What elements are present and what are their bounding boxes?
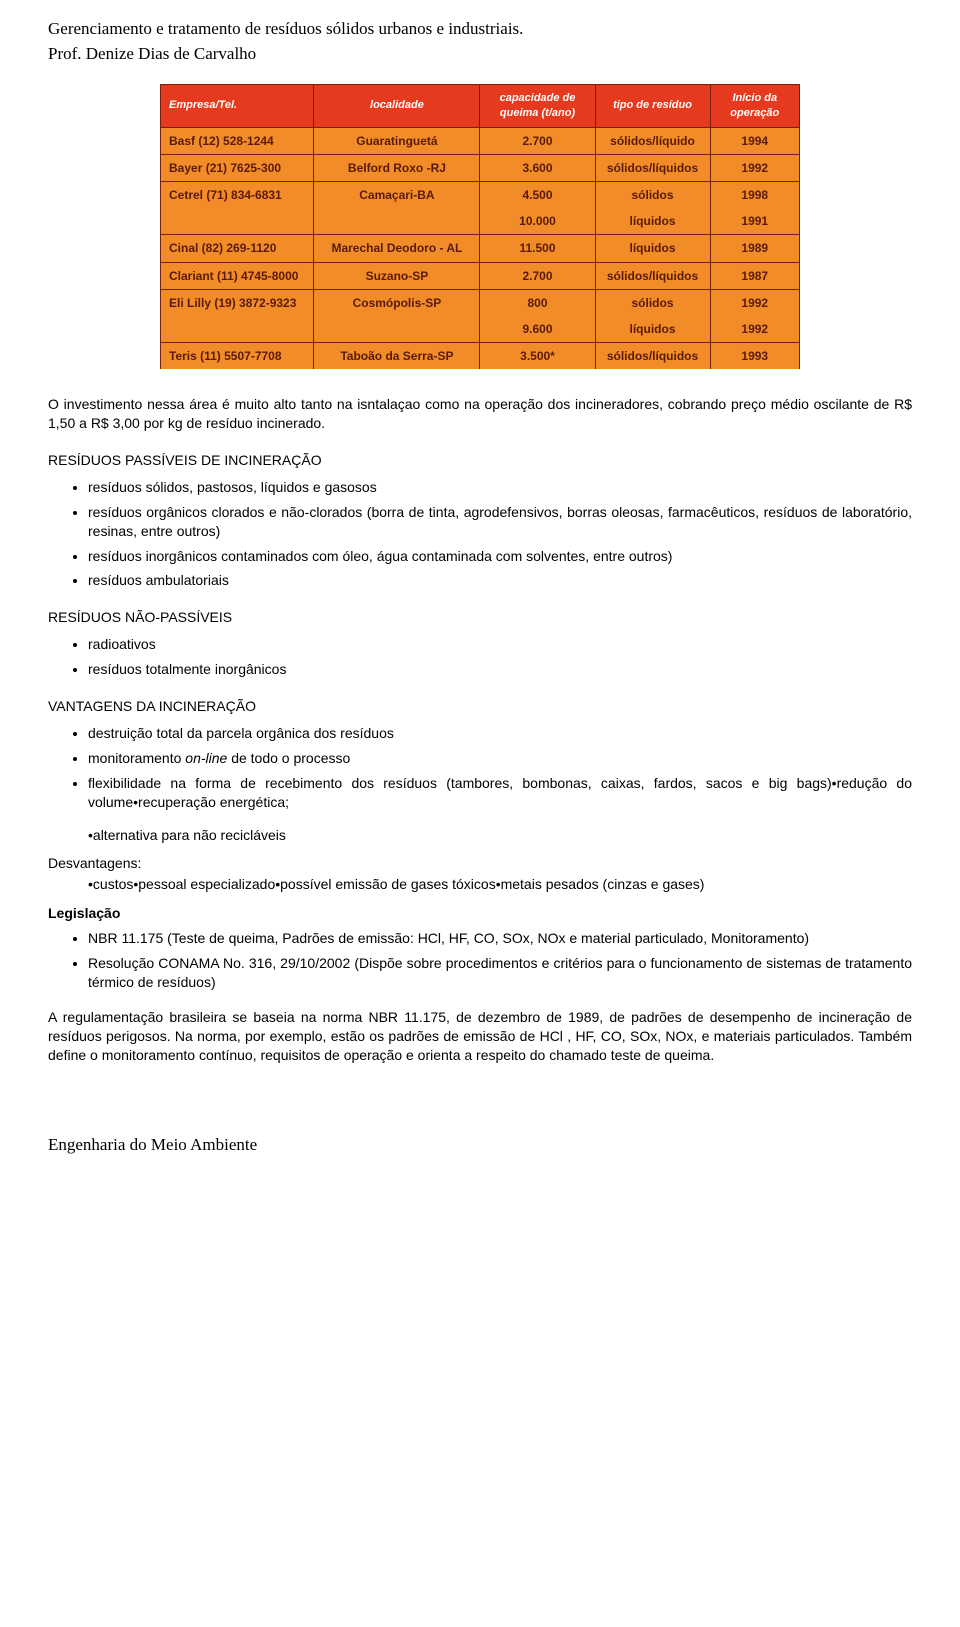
table-cell: sólidos <box>595 289 710 316</box>
list-item: resíduos totalmente inorgânicos <box>88 660 912 679</box>
table-cell: Marechal Deodoro - AL <box>314 235 480 262</box>
table-row: Basf (12) 528-1244Guaratinguetá2.700sóli… <box>161 127 800 154</box>
list-vantagens: destruição total da parcela orgânica dos… <box>48 724 912 812</box>
list-item: NBR 11.175 (Teste de queima, Padrões de … <box>88 929 912 948</box>
table-container: Empresa/Tel.localidadecapacidade de quei… <box>48 84 912 369</box>
list-item: radioativos <box>88 635 912 654</box>
list-passiveis: resíduos sólidos, pastosos, líquidos e g… <box>48 478 912 590</box>
list-item: resíduos ambulatoriais <box>88 571 912 590</box>
table-cell: Basf (12) 528-1244 <box>161 127 314 154</box>
table-cell: 1994 <box>710 127 799 154</box>
list-item: destruição total da parcela orgânica dos… <box>88 724 912 743</box>
section-title-passiveis: RESÍDUOS PASSÍVEIS DE INCINERAÇÃO <box>48 451 912 470</box>
table-cell: 1991 <box>710 208 799 235</box>
table-cell: Belford Roxo -RJ <box>314 154 480 181</box>
list-item: monitoramento on-line de todo o processo <box>88 749 912 768</box>
list-item: resíduos inorgânicos contaminados com ól… <box>88 547 912 566</box>
list-legislacao: NBR 11.175 (Teste de queima, Padrões de … <box>48 929 912 992</box>
table-row: Cetrel (71) 834-6831Camaçari-BA4.500sóli… <box>161 181 800 208</box>
list-item: flexibilidade na forma de recebimento do… <box>88 774 912 812</box>
table-cell: 1992 <box>710 289 799 316</box>
table-cell: 1992 <box>710 316 799 343</box>
intro-paragraph: O investimento nessa área é muito alto t… <box>48 395 912 433</box>
table-row: 9.600líquidos1992 <box>161 316 800 343</box>
incinerator-table: Empresa/Tel.localidadecapacidade de quei… <box>160 84 800 369</box>
table-cell: Bayer (21) 7625-300 <box>161 154 314 181</box>
table-cell: sólidos/líquidos <box>595 154 710 181</box>
vantagens-extra: •alternativa para não recicláveis <box>48 826 912 845</box>
table-cell: Taboão da Serra-SP <box>314 343 480 370</box>
table-row: 10.000líquidos1991 <box>161 208 800 235</box>
table-cell <box>314 316 480 343</box>
table-cell: 3.600 <box>480 154 595 181</box>
section-title-nao-passiveis: RESÍDUOS NÃO-PASSÍVEIS <box>48 608 912 627</box>
desvantagens-line: •custos•pessoal especializado•possível e… <box>48 875 912 894</box>
table-cell: Clariant (11) 4745-8000 <box>161 262 314 289</box>
table-cell: líquidos <box>595 235 710 262</box>
table-cell: líquidos <box>595 208 710 235</box>
table-header-cell: capacidade de queima (t/ano) <box>480 84 595 127</box>
table-cell: 800 <box>480 289 595 316</box>
table-row: Cinal (82) 269-1120Marechal Deodoro - AL… <box>161 235 800 262</box>
table-row: Clariant (11) 4745-8000Suzano-SP2.700sól… <box>161 262 800 289</box>
table-cell: 11.500 <box>480 235 595 262</box>
table-cell: líquidos <box>595 316 710 343</box>
table-cell: Suzano-SP <box>314 262 480 289</box>
table-header-cell: Empresa/Tel. <box>161 84 314 127</box>
table-cell: 10.000 <box>480 208 595 235</box>
table-cell: Guaratinguetá <box>314 127 480 154</box>
table-cell: sólidos/líquido <box>595 127 710 154</box>
table-cell <box>161 316 314 343</box>
table-cell: 9.600 <box>480 316 595 343</box>
table-cell: 2.700 <box>480 262 595 289</box>
table-cell: 1987 <box>710 262 799 289</box>
table-header-cell: localidade <box>314 84 480 127</box>
table-cell: Camaçari-BA <box>314 181 480 208</box>
table-cell <box>161 208 314 235</box>
table-cell: 1998 <box>710 181 799 208</box>
table-cell: sólidos <box>595 181 710 208</box>
table-cell: 1992 <box>710 154 799 181</box>
list-item: Resolução CONAMA No. 316, 29/10/2002 (Di… <box>88 954 912 992</box>
table-cell <box>314 208 480 235</box>
table-cell: Teris (11) 5507-7708 <box>161 343 314 370</box>
table-row: Eli Lilly (19) 3872-9323Cosmópolis-SP800… <box>161 289 800 316</box>
doc-author: Prof. Denize Dias de Carvalho <box>48 43 912 66</box>
table-cell: 3.500* <box>480 343 595 370</box>
section-title-vantagens: VANTAGENS DA INCINERAÇÃO <box>48 697 912 716</box>
table-cell: Cosmópolis-SP <box>314 289 480 316</box>
table-header-cell: Início da operação <box>710 84 799 127</box>
table-header-cell: tipo de resíduo <box>595 84 710 127</box>
table-cell: 2.700 <box>480 127 595 154</box>
table-cell: Cetrel (71) 834-6831 <box>161 181 314 208</box>
section-title-desvantagens: Desvantagens: <box>48 854 912 873</box>
footer-text: Engenharia do Meio Ambiente <box>48 1134 912 1157</box>
table-cell: 4.500 <box>480 181 595 208</box>
list-nao-passiveis: radioativos resíduos totalmente inorgânic… <box>48 635 912 679</box>
list-item: resíduos sólidos, pastosos, líquidos e g… <box>88 478 912 497</box>
table-cell: Cinal (82) 269-1120 <box>161 235 314 262</box>
table-row: Teris (11) 5507-7708Taboão da Serra-SP3.… <box>161 343 800 370</box>
list-item: resíduos orgânicos clorados e não-clorad… <box>88 503 912 541</box>
table-row: Bayer (21) 7625-300Belford Roxo -RJ3.600… <box>161 154 800 181</box>
table-cell: 1989 <box>710 235 799 262</box>
table-cell: sólidos/líquidos <box>595 343 710 370</box>
table-cell: Eli Lilly (19) 3872-9323 <box>161 289 314 316</box>
final-paragraph: A regulamentação brasileira se baseia na… <box>48 1008 912 1065</box>
table-cell: 1993 <box>710 343 799 370</box>
section-title-legislacao: Legislação <box>48 904 912 923</box>
table-cell: sólidos/líquidos <box>595 262 710 289</box>
doc-title: Gerenciamento e tratamento de resíduos s… <box>48 18 912 41</box>
